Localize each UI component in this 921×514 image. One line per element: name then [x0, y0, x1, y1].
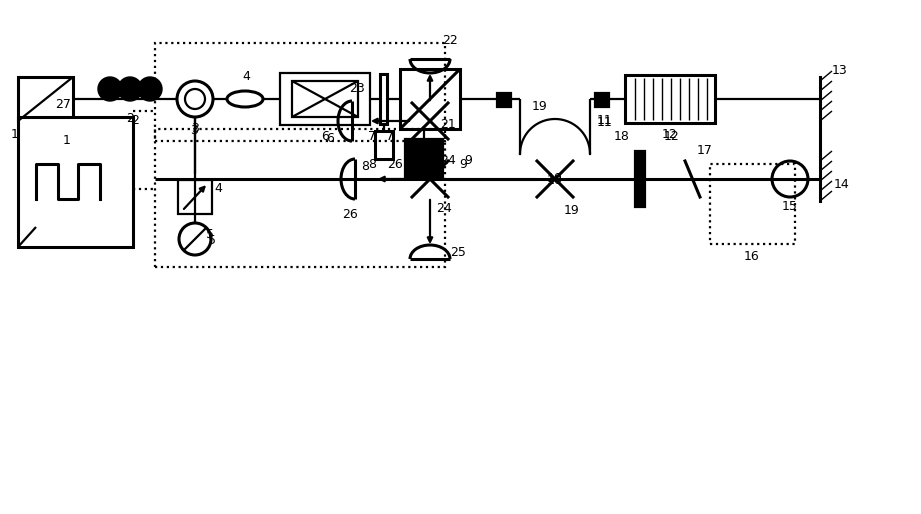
Text: 4: 4 [242, 70, 250, 83]
Text: 19: 19 [532, 101, 548, 114]
Bar [595, 93, 609, 107]
Text: 24: 24 [440, 155, 456, 168]
Bar [405, 139, 443, 177]
Bar [155, 43, 445, 141]
Text: 6: 6 [321, 131, 329, 143]
Bar [380, 74, 387, 124]
Text: 24: 24 [437, 203, 452, 215]
Text: 16: 16 [744, 250, 760, 264]
Text: 15: 15 [782, 200, 798, 213]
Text: 11: 11 [597, 115, 612, 127]
Bar [280, 73, 370, 125]
Bar [18, 117, 133, 247]
Text: 3: 3 [190, 124, 198, 138]
Text: 12: 12 [664, 130, 680, 142]
Bar [178, 180, 212, 214]
Bar [292, 81, 358, 117]
Text: 21: 21 [440, 118, 456, 131]
Text: 10: 10 [547, 174, 563, 188]
Circle shape [138, 77, 162, 101]
Text: 25: 25 [450, 246, 466, 259]
Text: 14: 14 [834, 177, 850, 191]
Text: 12: 12 [662, 127, 678, 140]
Bar [710, 164, 795, 244]
Circle shape [118, 77, 142, 101]
Bar [635, 151, 645, 207]
Text: 2: 2 [131, 115, 139, 127]
Text: 5: 5 [208, 234, 216, 248]
Bar [625, 75, 715, 123]
Text: 3: 3 [191, 122, 199, 136]
Text: 8: 8 [361, 160, 369, 174]
Text: 1: 1 [11, 127, 19, 140]
Text: 22: 22 [442, 34, 458, 47]
Circle shape [98, 77, 122, 101]
Text: 26: 26 [342, 208, 358, 221]
Bar [18, 77, 73, 121]
Text: 5: 5 [206, 228, 214, 241]
Bar [155, 129, 445, 267]
Text: 9: 9 [464, 155, 472, 168]
Text: 10: 10 [547, 173, 563, 186]
Text: 7: 7 [386, 131, 394, 143]
Text: 19: 19 [565, 205, 580, 217]
Bar [400, 69, 460, 129]
Text: 27: 27 [55, 98, 71, 111]
Text: 23: 23 [349, 83, 365, 96]
Text: 8: 8 [368, 157, 376, 171]
Text: 26: 26 [387, 157, 402, 171]
Bar [375, 131, 393, 159]
Text: 17: 17 [697, 144, 713, 157]
Text: 4: 4 [214, 182, 222, 195]
Text: 2: 2 [126, 113, 134, 125]
Text: 7: 7 [368, 131, 376, 143]
Bar [497, 93, 511, 107]
Text: 1: 1 [63, 135, 71, 148]
Text: 9: 9 [459, 157, 467, 171]
Text: 11: 11 [597, 117, 612, 130]
Text: 18: 18 [614, 131, 630, 143]
Text: 6: 6 [326, 133, 334, 145]
Text: 13: 13 [833, 64, 848, 78]
